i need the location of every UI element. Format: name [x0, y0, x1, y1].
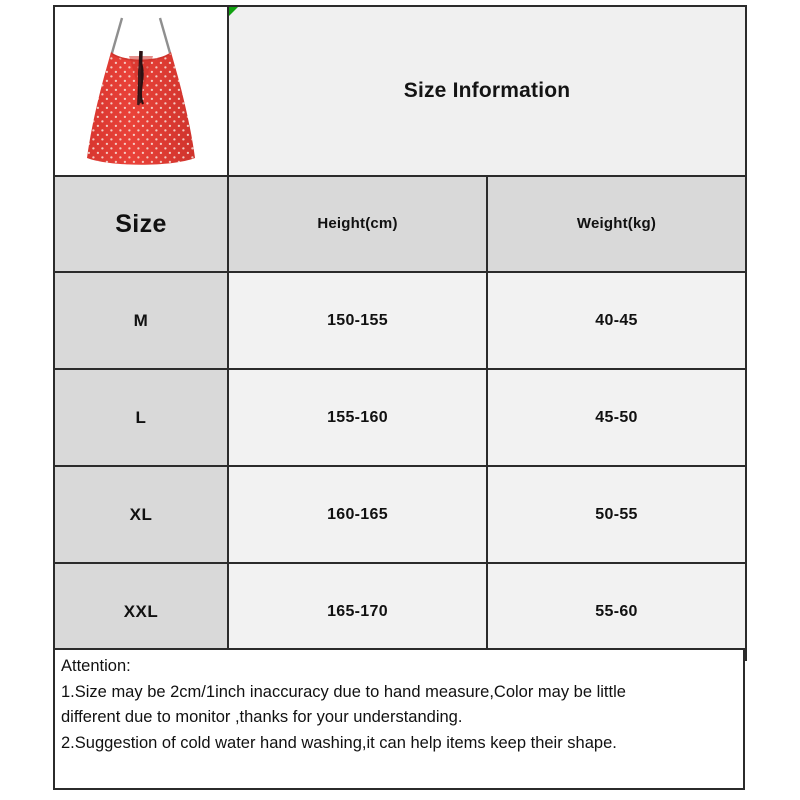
size-chart-table: Size Information Size Height(cm) Weight(…: [53, 5, 748, 661]
attention-line-2: different due to monitor ,thanks for you…: [61, 708, 463, 726]
cell-weight: 55-60: [485, 562, 748, 661]
cell-height: 150-155: [227, 271, 488, 370]
column-header-height: Height(cm): [227, 175, 488, 273]
table-row: L 155-160 45-50: [53, 368, 748, 467]
column-header-weight: Weight(kg): [485, 175, 748, 273]
cell-weight: 45-50: [485, 368, 748, 467]
cell-weight: 50-55: [485, 465, 748, 564]
table-header-row: Size Height(cm) Weight(kg): [53, 175, 748, 273]
table-row: XL 160-165 50-55: [53, 465, 748, 564]
page-title: Size Information: [403, 79, 571, 102]
cell-size: XXL: [53, 562, 229, 661]
column-header-size-label: Size: [115, 209, 167, 238]
cell-height: 165-170: [227, 562, 488, 661]
cell-size: L: [53, 368, 229, 467]
attention-note-box: Attention: 1.Size may be 2cm/1inch inacc…: [53, 648, 745, 790]
column-header-height-label: Height(cm): [317, 215, 398, 232]
cell-size: M: [53, 271, 229, 370]
green-corner-marker: [229, 7, 238, 16]
column-header-weight-label: Weight(kg): [576, 215, 657, 232]
table-row: XXL 165-170 55-60: [53, 562, 748, 661]
dress-icon: [82, 11, 200, 171]
attention-line-3: 2.Suggestion of cold water hand washing,…: [61, 733, 617, 752]
column-header-size: Size: [53, 175, 229, 273]
cell-height: 155-160: [227, 368, 488, 467]
attention-line-1: 1.Size may be 2cm/1inch inaccuracy due t…: [61, 682, 626, 701]
chart-title-cell: Size Information: [226, 5, 748, 177]
attention-heading: Attention:: [61, 657, 131, 675]
cell-weight: 40-45: [485, 271, 748, 370]
cell-height: 160-165: [227, 465, 488, 564]
cell-size: XL: [53, 465, 229, 564]
chart-banner-row: Size Information: [53, 5, 748, 177]
table-row: M 150-155 40-45: [53, 271, 748, 370]
product-image-cell: [53, 5, 229, 177]
